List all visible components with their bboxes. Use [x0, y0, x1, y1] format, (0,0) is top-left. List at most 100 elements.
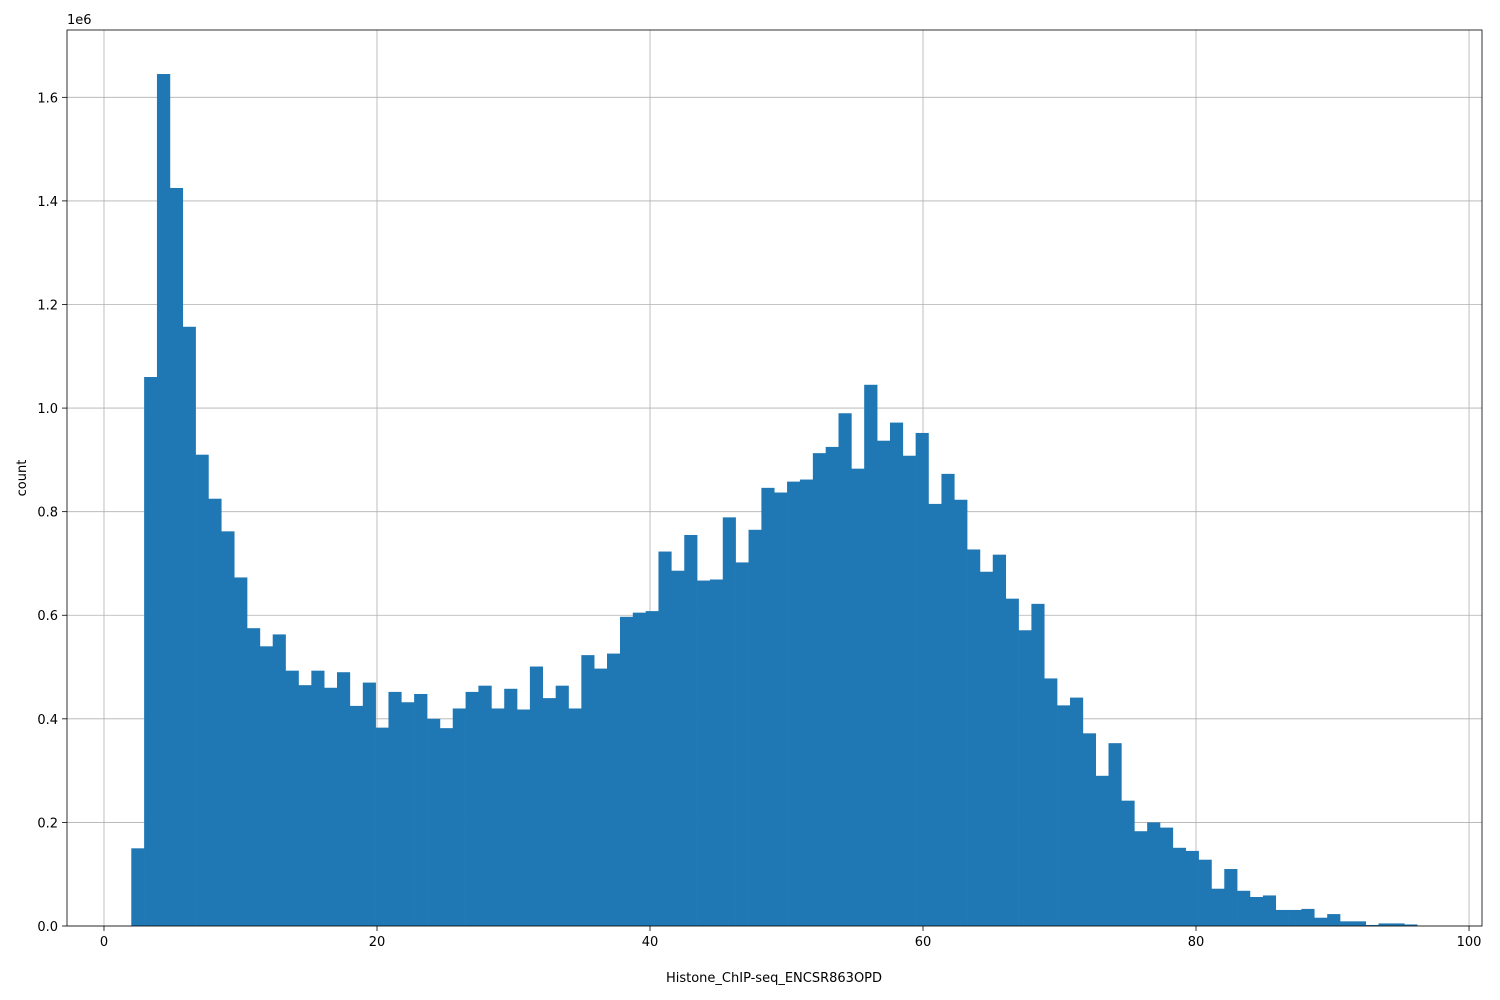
- bar: [1159, 827, 1174, 926]
- bar: [1198, 859, 1212, 926]
- bar: [478, 685, 492, 926]
- y-tick-label: 0.6: [37, 609, 58, 624]
- bar: [491, 708, 505, 926]
- bar: [1005, 598, 1019, 926]
- bar: [581, 655, 595, 926]
- bar: [619, 616, 634, 926]
- bar: [607, 653, 621, 926]
- bar: [851, 468, 865, 926]
- bar: [182, 326, 196, 926]
- bar: [1185, 850, 1199, 926]
- x-tick-label: 80: [1188, 935, 1205, 950]
- bar: [761, 487, 775, 926]
- bar: [889, 422, 904, 926]
- bar: [156, 74, 171, 926]
- bar: [1211, 888, 1225, 926]
- bar: [1057, 705, 1071, 926]
- bar: [1134, 831, 1148, 926]
- bar: [1352, 921, 1366, 926]
- bar: [877, 440, 891, 926]
- bar: [787, 481, 801, 926]
- bar: [1391, 923, 1405, 926]
- bar: [465, 691, 479, 926]
- y-tick-label: 0.8: [37, 506, 58, 521]
- bar: [748, 529, 762, 926]
- bar: [452, 708, 466, 926]
- bar: [311, 670, 325, 926]
- y-tick-label: 0.2: [37, 816, 58, 831]
- bar: [1275, 909, 1289, 926]
- bar: [362, 682, 376, 926]
- bar: [401, 702, 415, 926]
- bar: [439, 728, 454, 926]
- bar: [555, 685, 569, 926]
- x-axis-label: Histone_ChIP-seq_ENCSR863OPD: [666, 971, 882, 986]
- bar: [684, 534, 698, 926]
- bar: [1147, 822, 1161, 926]
- bar: [915, 432, 929, 926]
- bar: [221, 531, 235, 926]
- bar: [388, 691, 402, 926]
- bar: [414, 693, 428, 926]
- bar: [1070, 697, 1084, 926]
- bar: [208, 498, 222, 926]
- bar: [954, 499, 968, 926]
- bar: [1249, 896, 1264, 926]
- x-tick-label: 100: [1457, 935, 1482, 950]
- bar: [1301, 908, 1315, 926]
- y-tick-label: 1.6: [37, 91, 58, 106]
- bar: [709, 579, 724, 926]
- bar: [529, 666, 544, 926]
- bar: [195, 454, 209, 926]
- x-tick-label: 20: [369, 935, 386, 950]
- bar: [169, 187, 184, 926]
- bar: [864, 384, 878, 927]
- bar: [1224, 869, 1238, 926]
- bar: [1288, 909, 1302, 926]
- bar: [825, 446, 839, 926]
- bar: [1031, 603, 1045, 926]
- bar: [967, 549, 981, 926]
- y-offset-label: 1e6: [67, 13, 92, 28]
- bar: [812, 453, 826, 926]
- bar: [1095, 775, 1109, 926]
- bar: [349, 705, 364, 926]
- bar: [645, 611, 659, 926]
- bar: [722, 517, 736, 926]
- bar: [1108, 743, 1122, 926]
- bar: [1327, 914, 1341, 926]
- bar: [774, 492, 788, 926]
- bar: [517, 709, 531, 926]
- bar: [941, 473, 955, 926]
- bar: [427, 718, 441, 926]
- bar: [337, 672, 351, 926]
- bar: [658, 551, 672, 926]
- x-tick-label: 0: [100, 935, 108, 950]
- bar: [272, 634, 286, 926]
- bar: [1044, 678, 1058, 926]
- bar: [632, 612, 646, 926]
- bar: [259, 646, 274, 926]
- bar: [1378, 923, 1392, 926]
- y-tick-label: 1.4: [37, 195, 58, 210]
- bar: [1340, 921, 1354, 926]
- bar: [799, 479, 814, 926]
- bar: [1172, 847, 1186, 926]
- bar: [1018, 630, 1032, 926]
- bar: [1082, 733, 1096, 926]
- bar: [735, 562, 749, 926]
- bar: [928, 503, 942, 926]
- bar: [697, 580, 711, 926]
- bar: [838, 413, 852, 926]
- y-tick-label: 0.0: [37, 920, 58, 935]
- y-tick-label: 0.4: [37, 713, 58, 728]
- bar: [298, 685, 312, 926]
- bar: [285, 670, 299, 926]
- y-tick-label: 1.2: [37, 298, 58, 313]
- y-axis-label: count: [15, 460, 30, 497]
- bar: [1121, 800, 1135, 926]
- bar: [542, 698, 556, 926]
- bar: [375, 727, 389, 926]
- bar: [144, 377, 158, 927]
